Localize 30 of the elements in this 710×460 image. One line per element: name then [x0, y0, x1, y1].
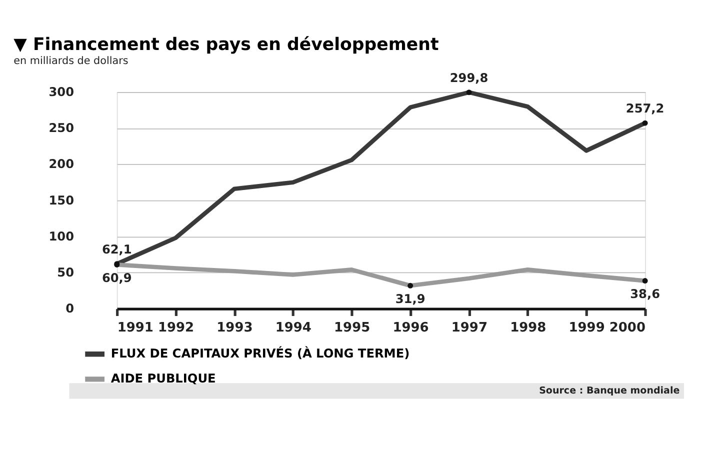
- legend-label: AIDE PUBLIQUE: [110, 372, 216, 386]
- legend-label: FLUX DE CAPITAUX PRIVÉS (À LONG TERME): [110, 346, 410, 361]
- x-tick-label: 1999: [568, 320, 605, 336]
- data-label: 60,9: [102, 271, 132, 286]
- point: [466, 90, 472, 96]
- data-label: 62,1: [102, 242, 132, 256]
- data-label: 38,6: [630, 287, 660, 302]
- y-tick-label: 300: [48, 85, 74, 100]
- chart-subtitle: en milliards de dollars: [14, 54, 128, 67]
- x-tick-label: 1996: [392, 320, 429, 336]
- y-tick-label: 200: [48, 157, 74, 172]
- data-label: 31,9: [395, 292, 426, 306]
- x-tick-label: 1991: [117, 320, 154, 336]
- x-tick-label: 1997: [451, 320, 488, 336]
- x-tick-label: 1993: [216, 320, 253, 336]
- y-tick-label: 100: [48, 229, 74, 244]
- y-tick-label: 150: [48, 193, 74, 208]
- y-tick-label: 50: [57, 265, 74, 280]
- x-tick-label: 1992: [158, 320, 194, 336]
- x-tick-label: 1994: [275, 320, 312, 336]
- chart-title: ▼ Financement des pays en développement: [14, 34, 439, 55]
- source-note: Source : Banque mondiale: [539, 386, 680, 396]
- point: [642, 120, 648, 126]
- x-tick-label: 1998: [510, 320, 546, 336]
- data-label: 299,8: [450, 70, 488, 85]
- y-tick-label: 0: [66, 302, 74, 316]
- x-tick-label: 2000: [609, 320, 646, 336]
- data-label: 257,2: [626, 102, 664, 116]
- x-tick-label: 1995: [334, 320, 370, 336]
- y-tick-label: 250: [48, 121, 74, 136]
